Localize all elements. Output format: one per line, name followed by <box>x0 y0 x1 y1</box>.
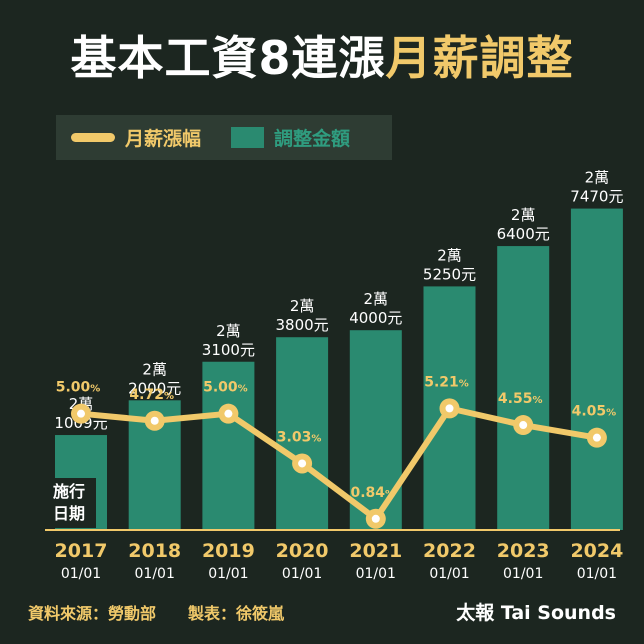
bar-2020 <box>276 337 329 530</box>
bar-2023 <box>497 246 550 531</box>
bar-label-line2-2023: 6400元 <box>497 225 550 243</box>
footer-maker: 製表：徐筱嵐 <box>188 600 284 624</box>
bar-label-line1-2024: 2萬 <box>585 169 610 187</box>
x-tick-year-2024: 2024 <box>570 540 623 562</box>
line-series-rate <box>80 405 598 522</box>
line-label-2022: 5.21% <box>424 374 469 390</box>
line-label-unit-2019: % <box>238 384 248 395</box>
source-label: 資料來源：勞動部 <box>28 604 157 623</box>
x-tick-date-2020: 01/01 <box>282 566 322 582</box>
maker-label: 製表：徐筱嵐 <box>188 604 285 623</box>
title-part-2: 8 <box>258 31 292 85</box>
bar-label-line2-2021: 4000元 <box>349 309 402 327</box>
line-label-2017: 5.00% <box>56 380 101 396</box>
bar-label-line1-2021: 2萬 <box>364 290 389 308</box>
line-label-2021: 0.84% <box>351 485 396 501</box>
line-label-unit-2022: % <box>459 378 469 389</box>
title-part-4: 月薪調整 <box>385 31 574 85</box>
bar-label-line1-2022: 2萬 <box>437 246 462 264</box>
legend-line-swatch <box>71 133 115 142</box>
line-point-center-2018 <box>150 416 159 425</box>
bar-label-line2-2020: 3800元 <box>276 316 329 334</box>
line-point-center-2022 <box>445 404 454 413</box>
line-label-2020: 3.03% <box>277 429 322 445</box>
bar-label-line2-2019: 3100元 <box>202 341 255 359</box>
legend-line-label: 月薪漲幅 <box>125 128 202 150</box>
line-label-unit-2018: % <box>164 391 174 402</box>
x-tick-year-2017: 2017 <box>55 540 108 562</box>
title-part-3: 連漲 <box>291 31 386 85</box>
line-point-center-2023 <box>519 421 528 430</box>
effective-date-line-2: 日期 <box>52 504 85 523</box>
line-label-unit-2017: % <box>90 384 100 395</box>
line-point-center-2024 <box>592 433 601 442</box>
x-tick-date-2024: 01/01 <box>577 566 617 582</box>
x-tick-year-2021: 2021 <box>349 540 402 562</box>
legend-bar-swatch <box>231 127 265 148</box>
footer-source: 資料來源：勞動部 <box>28 600 156 624</box>
x-tick-date-2021: 01/01 <box>356 566 396 582</box>
page-title: 基本工資8連漲月薪調整 <box>0 22 644 88</box>
x-tick-date-2018: 01/01 <box>135 566 175 582</box>
bar-label-line2-2022: 5250元 <box>423 265 476 283</box>
line-label-2019: 5.00% <box>203 380 248 396</box>
bar-label-line2-2024: 7470元 <box>570 188 623 206</box>
bar-2024 <box>570 208 623 530</box>
x-tick-year-2022: 2022 <box>423 540 476 562</box>
brand-logo-text: 太報 Tai Sounds <box>456 602 616 624</box>
effective-date-badge: 施行 日期 <box>42 478 96 528</box>
x-tick-date-2022: 01/01 <box>429 566 469 582</box>
title-part-1: 基本工資 <box>70 31 259 85</box>
line-point-center-2017 <box>77 409 85 418</box>
bar-label-line1-2020: 2萬 <box>290 297 315 315</box>
bar-2019 <box>202 361 255 530</box>
line-point-center-2021 <box>371 514 380 523</box>
line-label-2018: 4.72% <box>129 387 174 403</box>
line-label-unit-2021: % <box>385 489 395 500</box>
line-label-unit-2023: % <box>532 395 542 406</box>
line-point-center-2019 <box>224 409 233 418</box>
bar-label-line2-2018: 2000元 <box>128 379 181 397</box>
line-point-center-2020 <box>298 459 307 468</box>
line-label-2024: 4.05% <box>572 404 617 420</box>
bar-label-line1-2023: 2萬 <box>511 206 536 224</box>
x-tick-date-2023: 01/01 <box>503 566 543 582</box>
line-label-2023: 4.55% <box>498 391 543 407</box>
x-tick-year-2018: 2018 <box>128 540 181 562</box>
line-label-unit-2024: % <box>606 408 616 419</box>
legend-bar-label: 調整金額 <box>274 128 351 150</box>
x-tick-date-2019: 01/01 <box>208 566 248 582</box>
x-tick-date-2017: 01/01 <box>61 566 101 582</box>
x-tick-year-2020: 2020 <box>276 540 329 562</box>
x-tick-year-2019: 2019 <box>202 540 255 562</box>
x-tick-year-2023: 2023 <box>497 540 550 562</box>
effective-date-line-1: 施行 <box>52 482 85 501</box>
bar-label-line1-2018: 2萬 <box>142 360 167 378</box>
line-label-unit-2020: % <box>311 433 321 444</box>
legend: 月薪漲幅 調整金額 <box>56 115 392 160</box>
bar-label-line1-2019: 2萬 <box>216 322 241 340</box>
